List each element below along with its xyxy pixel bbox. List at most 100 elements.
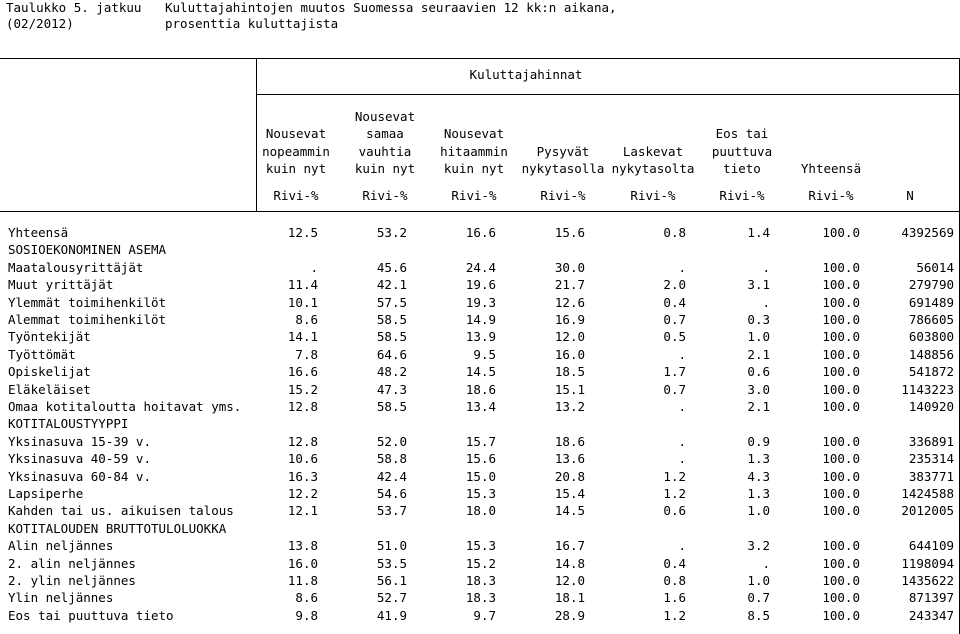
row-label: Eläkeläiset	[8, 381, 91, 397]
header-bottom-border	[0, 211, 960, 212]
table-row: Omaa kotitaloutta hoitavat yms. 12.8 58.5 1…	[0, 398, 960, 415]
section-heading: SOSIOEKONOMINEN ASEMA	[8, 242, 167, 258]
table-cell: .	[678, 433, 686, 449]
table-cell: 16.6	[465, 225, 496, 240]
table-cell: 0.4	[663, 555, 686, 571]
table-row: Yksinasuva 15-39 v. 12.8 52.0 15.7 18.6. 0.9 1…	[0, 433, 960, 450]
table-cell: 15.7	[465, 433, 496, 449]
table-cell: 19.6	[465, 277, 496, 293]
table-cell: 4392569	[901, 225, 954, 240]
table-cell: 19.3	[465, 294, 496, 310]
table-cell: 8.6	[295, 312, 318, 327]
table-cell: 100.0	[822, 590, 860, 606]
table-cell: 9.5	[473, 346, 496, 362]
row-label: 2. alin neljännes	[8, 555, 136, 571]
table-cell: 100.0	[822, 312, 860, 327]
table-cell: 1.3	[747, 486, 770, 501]
table-cell: .	[762, 555, 770, 571]
table-cell: 13.2	[554, 399, 585, 414]
table-cell: 14.8	[554, 555, 585, 571]
table-cell: 30.0	[554, 259, 585, 275]
table-cell: .	[678, 259, 686, 275]
table-cell: 53.7	[376, 503, 407, 519]
table-cell: 28.9	[554, 607, 585, 623]
row-label: Yksinasuva 40-59 v.	[8, 451, 151, 467]
table-cell: .	[678, 346, 686, 362]
column-header-line: Nousevat	[354, 108, 416, 124]
table-cell: 541872	[908, 364, 954, 380]
table-cell: 15.3	[465, 538, 496, 554]
table-row: Alemmat toimihenkilöt 8.6 58.5 14.9 16.9 0.7 0…	[0, 311, 960, 328]
table-number: Taulukko 5. jatkuu	[6, 0, 142, 15]
table-cell: 16.7	[554, 538, 585, 554]
table-cell: 53.2	[376, 225, 407, 240]
table-cell: 0.7	[663, 381, 686, 397]
section-heading-row: SOSIOEKONOMINEN ASEMA	[0, 241, 960, 258]
table-cell: 52.0	[376, 433, 407, 449]
table-cell: 58.5	[376, 399, 407, 414]
table-cell: 18.3	[465, 590, 496, 606]
row-label: Eos tai puuttuva tieto	[8, 607, 174, 623]
column-header-line: samaa	[366, 126, 404, 141]
table-cell: 786605	[908, 312, 954, 327]
table-cell: 13.8	[287, 538, 318, 554]
table-cell: 16.0	[287, 555, 318, 571]
column-unit-label: Rivi-%	[362, 188, 408, 203]
table-row: Eos tai puuttuva tieto 9.8 41.9 9.7 28.9 1.2 8…	[0, 607, 960, 624]
table-row: Muut yrittäjät 11.4 42.1 19.6 21.7 2.0 3.1 100.…	[0, 276, 960, 293]
table-cell: 1424588	[901, 486, 954, 501]
table-cell: 12.1	[287, 503, 318, 519]
row-label: Työntekijät	[8, 329, 91, 345]
table-cell: 56014	[916, 259, 954, 275]
table-period: (02/2012)	[6, 16, 74, 31]
table-cell: 1.4	[747, 225, 770, 240]
table-cell: 15.2	[287, 381, 318, 397]
table-cell: 15.3	[465, 486, 496, 501]
table-cell: 140920	[908, 399, 954, 414]
table-cell: 100.0	[822, 346, 860, 362]
table-cell: 52.7	[376, 590, 407, 606]
table-cell: 8.5	[747, 607, 770, 623]
table-cell: 42.4	[376, 468, 407, 484]
row-label: Yksinasuva 15-39 v.	[8, 433, 151, 449]
header-left-divider	[256, 58, 257, 212]
table-row: Lapsiperhe 12.2 54.6 15.3 15.4 1.2 1.3 100.0 142…	[0, 485, 960, 502]
row-label: Maatalousyrittäjät	[8, 259, 144, 275]
table-cell: 100.0	[822, 277, 860, 293]
table-row: Kahden tai us. aikuisen talous 12.1 53.7 18…	[0, 502, 960, 519]
table-cell: 691489	[908, 294, 954, 310]
column-unit-label: Rivi-%	[808, 188, 854, 203]
table-cell: 58.5	[376, 312, 407, 327]
table-row: Alin neljännes 13.8 51.0 15.3 16.7. 3.2 100.0 6…	[0, 537, 960, 554]
row-label: Muut yrittäjät	[8, 277, 114, 293]
table-cell: 7.8	[295, 346, 318, 362]
table-cell: 100.0	[822, 225, 860, 240]
table-row: Yksinasuva 60-84 v. 16.3 42.4 15.0 20.8 1.2 4.…	[0, 468, 960, 485]
section-heading: KOTITALOUDEN BRUTTOTULOLUOKKA	[8, 520, 227, 536]
table-cell: 20.8	[554, 468, 585, 484]
row-label: Omaa kotitaloutta hoitavat yms.	[8, 399, 242, 414]
table-cell: 54.6	[376, 486, 407, 501]
table-cell: 100.0	[822, 364, 860, 380]
table-cell: 13.9	[465, 329, 496, 345]
column-header-line: puuttuva	[711, 143, 773, 159]
column-header-line: Eos tai	[715, 126, 769, 141]
table-cell: 9.7	[473, 607, 496, 623]
table-cell: 3.0	[747, 381, 770, 397]
table-cell: 100.0	[822, 381, 860, 397]
table-cell: 12.0	[554, 329, 585, 345]
section-heading-row: KOTITALOUDEN BRUTTOTULOLUOKKA	[0, 520, 960, 537]
table-cell: 1143223	[901, 381, 954, 397]
table-title-line2: prosenttia kuluttajista	[165, 16, 339, 31]
table-cell: 15.6	[554, 225, 585, 240]
table-cell: 21.7	[554, 277, 585, 293]
row-label: Ylin neljännes	[8, 590, 114, 606]
table-cell: 3.1	[747, 277, 770, 293]
column-header-line: hitaammin	[440, 143, 508, 159]
table-cell: .	[310, 259, 318, 275]
table-cell: 1435622	[901, 573, 954, 588]
table-cell: 1.0	[747, 329, 770, 345]
table-cell: 100.0	[822, 259, 860, 275]
column-header-line: vauhtia	[358, 143, 412, 159]
table-cell: 1.7	[663, 364, 686, 380]
